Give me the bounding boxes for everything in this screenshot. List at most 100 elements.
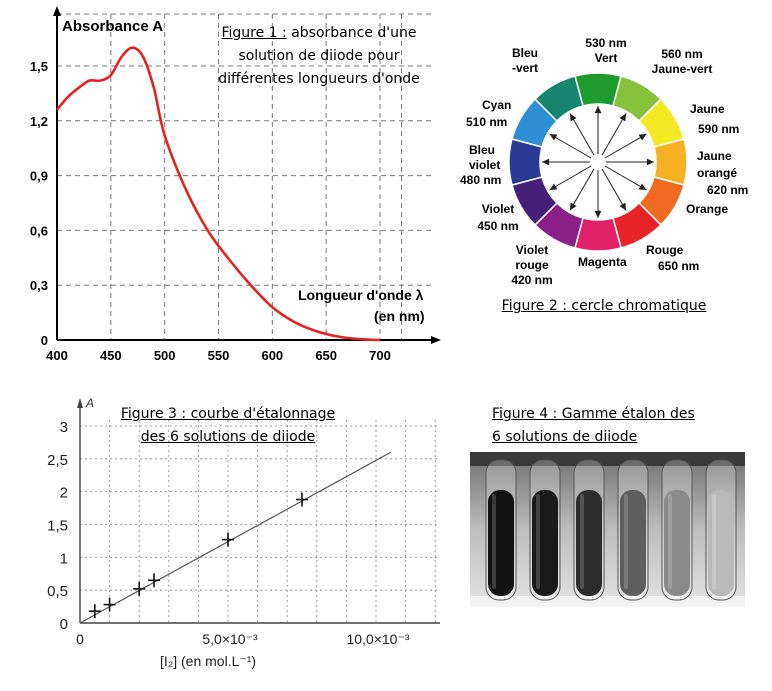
- caption-line-2: solution de diiode pour: [238, 48, 400, 64]
- figure-4-caption: Figure 4 : Gamme étalon des 6 solutions …: [492, 403, 695, 449]
- label-text: Violet: [515, 243, 549, 257]
- arrow-head: [549, 183, 558, 190]
- arrow-head: [638, 183, 647, 190]
- figure-3-caption: Figure 3 : courbe d'étalonnage des 6 sol…: [103, 403, 353, 449]
- x-tick-label: 450: [100, 348, 122, 363]
- y-tick-label: 1,5: [47, 518, 68, 535]
- tube-solution: [620, 490, 646, 596]
- x-tick-label: 400: [46, 348, 68, 363]
- caption-line-1: Figure 4 : Gamme étalon des: [492, 406, 695, 422]
- arrow-line: [569, 168, 595, 211]
- label-text: Jaune: [697, 149, 732, 163]
- x-tick-label: 500: [154, 348, 176, 363]
- x-tick-label: 550: [208, 348, 230, 363]
- x-axis-arrow: [431, 336, 441, 344]
- arrow-head: [594, 210, 602, 218]
- label-orange: Orange: [686, 202, 729, 216]
- test-tube: [573, 459, 605, 601]
- data-point: [148, 573, 160, 588]
- test-tube: [617, 459, 649, 601]
- data-points: [88, 492, 308, 619]
- label-magenta: Magenta: [578, 255, 627, 269]
- label-text: Jaune-vert: [651, 62, 713, 76]
- x-axis-title: [I₂] (en mol.L⁻¹): [160, 653, 257, 669]
- label-text: violet: [469, 158, 501, 172]
- x-tick-label: 5,0×10⁻³: [202, 631, 258, 647]
- arrow-head: [594, 106, 602, 114]
- y-tick-label: 0,9: [30, 169, 48, 184]
- x-tick-label: 700: [369, 348, 391, 363]
- label-text: 510 nm: [466, 115, 508, 129]
- tube-solution: [488, 490, 514, 596]
- label-bleu-vert: Bleu -vert: [503, 46, 547, 76]
- label-jaune: Jaune 590 nm: [690, 99, 739, 139]
- arrow-head: [646, 158, 654, 166]
- arrow-line: [604, 165, 647, 191]
- label-text: Bleu: [469, 143, 496, 157]
- label-vert: 530 nm Vert: [578, 36, 634, 66]
- tick-labels: 400 450 500 550 600 650 700 0 0,3 0,6 0,9 1,2 1,5: [30, 59, 391, 363]
- arrow-line: [549, 133, 592, 159]
- tube-solution: [532, 490, 558, 596]
- x-tick-label: 10,0×10⁻³: [346, 631, 409, 647]
- y-axis-title: A: [86, 396, 95, 410]
- arrow-line: [549, 165, 592, 191]
- tick-labels: 0 0,5 1 1,5 2 2,5 3 0 5,0×10⁻³ 10,0×10⁻³: [47, 419, 410, 647]
- test-tube: [485, 459, 517, 601]
- y-tick-label: 0,3: [30, 278, 48, 293]
- label-violet: Violet 450 nm: [474, 201, 522, 235]
- label-jaune-vert: 560 nm Jaune-vert: [646, 47, 718, 77]
- label-jaune-orange: Jaune orangé 620 nm: [697, 148, 748, 199]
- arrow-head: [542, 158, 550, 166]
- data-point: [222, 532, 234, 547]
- arrow-head: [570, 113, 577, 122]
- label-text: 560 nm: [661, 47, 703, 61]
- y-tick-label: 2: [60, 485, 68, 502]
- tube-solution: [708, 490, 734, 596]
- label-text: 650 nm: [658, 259, 700, 273]
- arrow-line: [601, 113, 627, 156]
- x-tick-label: 650: [315, 348, 337, 363]
- trendline: [79, 451, 392, 624]
- bench: [470, 596, 745, 607]
- label-text: Vert: [594, 51, 618, 65]
- test-tube: [705, 459, 737, 601]
- y-tick-label: 0,5: [47, 583, 68, 600]
- grid: [57, 13, 435, 340]
- figure-2-caption: Figure 2 : cercle chromatique: [501, 298, 707, 314]
- label-text: 450 nm: [477, 219, 519, 233]
- tube-solution: [576, 490, 602, 596]
- photo-drawing: [470, 452, 745, 607]
- caption-line-2: des 6 solutions de diiode: [140, 429, 316, 445]
- data-point: [103, 597, 116, 612]
- label-bleu-violet: Bleu violet 480 nm: [460, 143, 501, 188]
- tube-solution: [664, 490, 690, 596]
- data-point: [133, 581, 146, 596]
- arrow-head: [638, 134, 647, 141]
- caption-line-3: différentes longueurs d'onde: [218, 71, 420, 87]
- label-text: 620 nm: [707, 183, 749, 197]
- y-tick-label: 1,5: [30, 59, 48, 74]
- caption-prefix: Figure 1 :: [221, 25, 287, 41]
- arrow-head: [619, 202, 626, 211]
- arrow-head: [619, 113, 626, 122]
- y-tick-label: 0,6: [30, 223, 48, 238]
- y-tick-label: 3: [60, 419, 68, 436]
- label-text: rouge: [515, 258, 549, 272]
- arrow-line: [604, 133, 647, 159]
- x-axis-title: Longueur d'onde λ: [298, 287, 424, 303]
- test-tubes-photo: [470, 452, 745, 607]
- caption-line-1: Figure 3 : courbe d'étalonnage: [120, 406, 336, 422]
- y-tick-label: 1: [60, 550, 68, 567]
- label-text: orangé: [697, 166, 738, 180]
- arrow-line: [569, 113, 595, 156]
- label-cyan: Cyan 510 nm: [466, 97, 511, 131]
- complementary-arrows: [542, 106, 654, 218]
- x-axis-unit: (en nm): [374, 308, 425, 324]
- wheel-center: [540, 104, 656, 220]
- data-point: [88, 604, 101, 619]
- caption-line-2: 6 solutions de diiode: [492, 429, 638, 445]
- label-text: 530 nm: [585, 36, 627, 50]
